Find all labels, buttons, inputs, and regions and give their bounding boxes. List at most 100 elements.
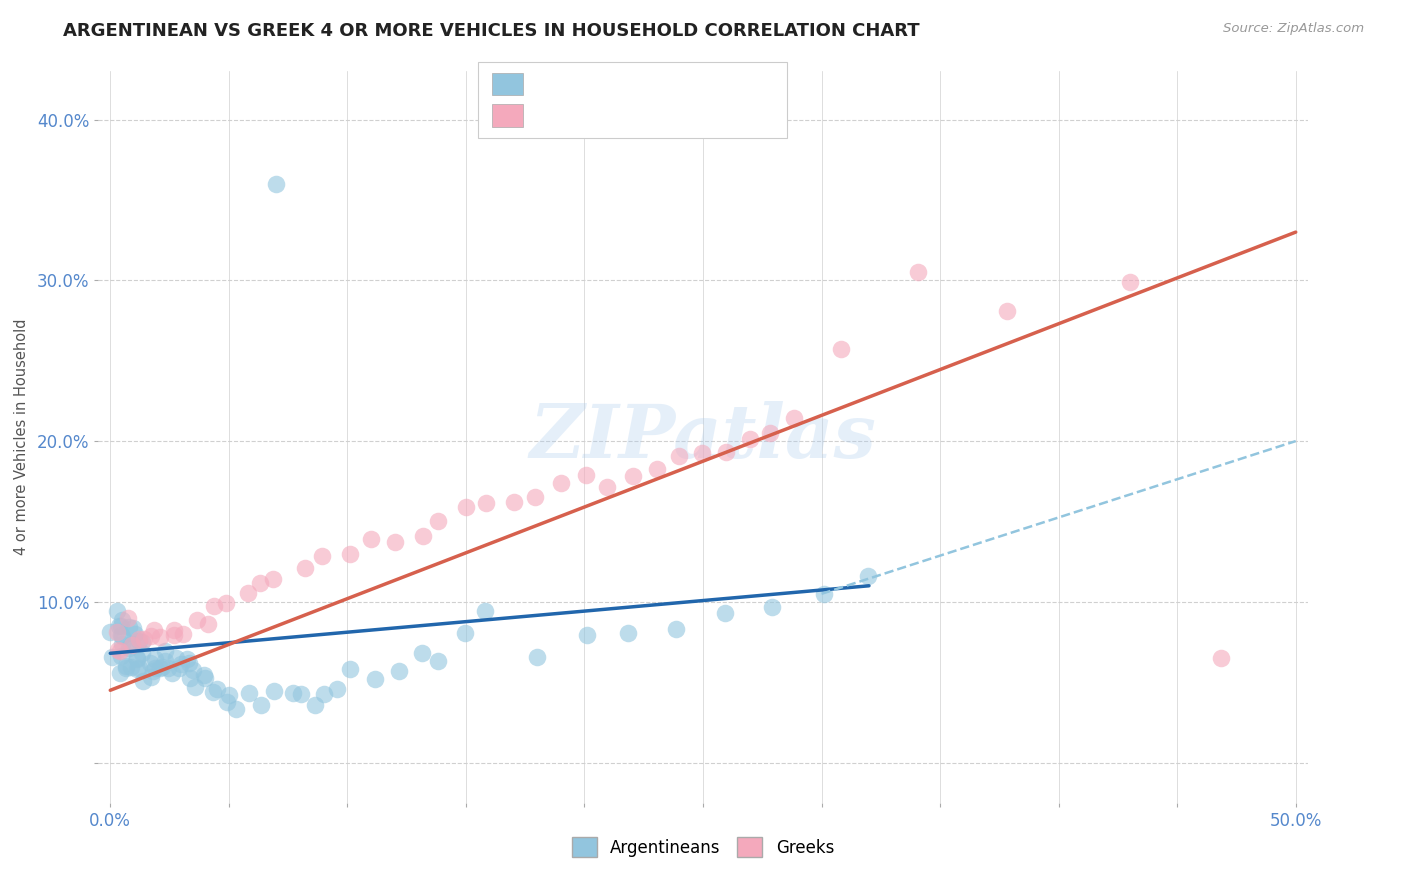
Point — [107, 619, 129, 633]
Point — [115, 661, 138, 675]
Point — [117, 611, 139, 625]
Text: R =: R = — [531, 76, 561, 90]
Point — [202, 599, 225, 614]
Point — [311, 549, 333, 564]
Point — [124, 627, 146, 641]
Point — [474, 604, 496, 618]
Point — [153, 654, 176, 668]
Point — [238, 586, 260, 600]
Text: Source: ZipAtlas.com: Source: ZipAtlas.com — [1223, 22, 1364, 36]
Point — [856, 569, 879, 583]
Point — [813, 587, 835, 601]
Point — [121, 638, 143, 652]
Point — [249, 698, 271, 713]
Point — [110, 637, 132, 651]
Point — [264, 177, 287, 191]
Point — [110, 649, 132, 664]
Point — [364, 673, 387, 687]
Point — [197, 617, 219, 632]
Text: 76: 76 — [664, 76, 683, 90]
Point — [163, 623, 186, 637]
Point — [177, 656, 200, 670]
Point — [454, 500, 477, 514]
Point — [1119, 275, 1142, 289]
Point — [207, 681, 229, 696]
Point — [665, 622, 688, 636]
Point — [132, 632, 155, 646]
Point — [384, 535, 406, 549]
Point — [120, 659, 142, 673]
Point — [101, 649, 124, 664]
Point — [139, 670, 162, 684]
Point — [550, 475, 572, 490]
Point — [165, 650, 187, 665]
Point — [121, 637, 143, 651]
Point — [738, 433, 761, 447]
Point — [128, 633, 150, 648]
Point — [1211, 651, 1233, 665]
Point — [131, 635, 153, 649]
Text: N =: N = — [626, 76, 657, 90]
Point — [153, 644, 176, 658]
Point — [105, 624, 128, 639]
Point — [139, 629, 162, 643]
Point — [107, 642, 129, 657]
Point — [143, 623, 166, 637]
Point — [170, 657, 193, 671]
Point — [782, 411, 804, 425]
Point — [181, 663, 204, 677]
Text: 0.152: 0.152 — [569, 76, 616, 90]
Point — [142, 664, 165, 678]
Point — [131, 674, 153, 689]
Point — [326, 681, 349, 696]
Point — [110, 644, 132, 658]
Point — [412, 529, 434, 543]
Point — [143, 652, 166, 666]
Point — [160, 665, 183, 680]
Point — [118, 619, 141, 633]
Text: 0.663: 0.663 — [569, 107, 614, 121]
Point — [294, 561, 316, 575]
Point — [143, 661, 166, 675]
Text: ARGENTINEAN VS GREEK 4 OR MORE VEHICLES IN HOUSEHOLD CORRELATION CHART: ARGENTINEAN VS GREEK 4 OR MORE VEHICLES … — [63, 22, 920, 40]
Point — [156, 661, 179, 675]
Point — [761, 600, 783, 615]
Point — [193, 667, 215, 681]
Point — [162, 628, 184, 642]
Point — [576, 627, 599, 641]
Point — [339, 548, 361, 562]
Point — [215, 595, 238, 609]
Text: N =: N = — [626, 107, 657, 121]
Point — [127, 652, 149, 666]
Point — [118, 641, 141, 656]
Point — [249, 575, 271, 590]
Point — [201, 685, 224, 699]
Point — [105, 604, 128, 618]
Point — [176, 651, 198, 665]
Point — [453, 625, 475, 640]
Point — [127, 662, 149, 676]
Point — [339, 662, 361, 676]
Point — [128, 660, 150, 674]
Point — [263, 684, 285, 698]
Point — [149, 660, 172, 674]
Text: R =: R = — [531, 107, 561, 121]
Point — [526, 650, 548, 665]
Point — [121, 621, 143, 635]
Point — [262, 572, 284, 586]
Point — [125, 650, 148, 665]
Point — [645, 461, 668, 475]
Point — [411, 646, 433, 660]
Point — [690, 446, 713, 460]
Point — [108, 665, 131, 680]
Legend: Argentineans, Greeks: Argentineans, Greeks — [565, 830, 841, 864]
Text: ZIPatlas: ZIPatlas — [530, 401, 876, 474]
Point — [172, 626, 194, 640]
Point — [111, 630, 134, 644]
Point — [110, 619, 132, 633]
Point — [179, 671, 201, 685]
Point — [621, 469, 644, 483]
Point — [115, 659, 138, 673]
Point — [215, 696, 238, 710]
Point — [194, 671, 217, 685]
